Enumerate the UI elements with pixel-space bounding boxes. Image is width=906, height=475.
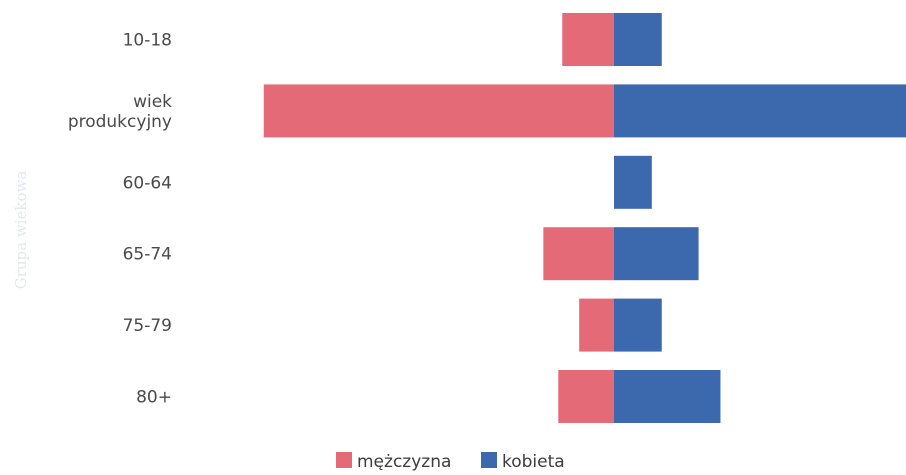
bar-mezczyzna-4: [579, 298, 614, 352]
bar-kobieta-0: [614, 13, 662, 66]
bars: [263, 13, 906, 423]
bar-mezczyzna-5: [558, 370, 614, 423]
legend: mężczyzna kobieta: [336, 452, 565, 472]
bar-mezczyzna-1: [263, 84, 614, 138]
legend-swatch-mezczyzna: [336, 452, 352, 468]
bar-kobieta-1: [614, 84, 906, 138]
bar-kobieta-5: [614, 370, 721, 423]
legend-label-mezczyzna: mężczyzna: [357, 452, 451, 472]
bar-kobieta-3: [614, 227, 699, 281]
legend-swatch-kobieta: [481, 452, 497, 468]
category-label: wiek produkcyjny: [68, 92, 172, 132]
y-axis-title: Grupa wiekowa: [12, 171, 30, 290]
category-label: 80+: [136, 388, 172, 408]
bar-mezczyzna-3: [543, 227, 614, 281]
legend-label-kobieta: kobieta: [502, 452, 565, 472]
category-labels: 10-18 wiek produkcyjny 60-64 65-74 75-79 80+: [68, 31, 172, 408]
category-label: 60-64: [123, 173, 172, 193]
bar-kobieta-2: [614, 155, 652, 209]
bar-mezczyzna-0: [562, 13, 614, 66]
category-label: 10-18: [123, 31, 172, 51]
category-label: 75-79: [123, 316, 172, 336]
bar-kobieta-4: [614, 298, 662, 352]
category-label: 65-74: [123, 245, 172, 265]
